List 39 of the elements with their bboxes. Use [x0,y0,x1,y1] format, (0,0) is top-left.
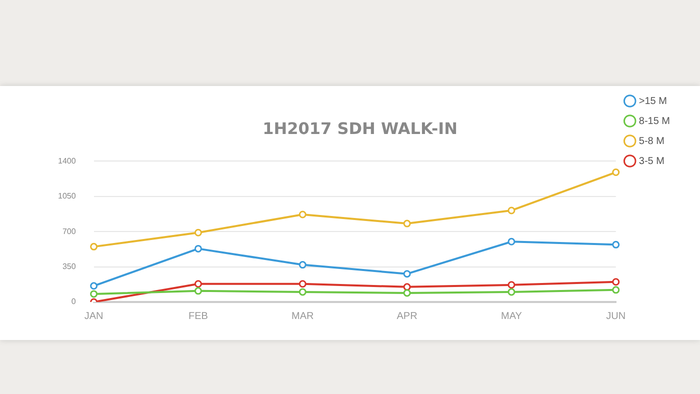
point [612,286,620,294]
point [194,287,202,295]
point [403,270,411,278]
point [194,280,202,288]
x-tick-label: JAN [84,310,104,322]
legend-label: 3-5 M [638,156,664,167]
point [508,206,516,214]
point [194,244,202,252]
point [298,280,306,288]
x-tick-label: MAR [292,310,314,322]
y-tick-label: 350 [62,262,76,272]
point [612,278,620,286]
x-tick-label: FEB [188,310,208,322]
x-tick-label: APR [396,310,418,322]
point [403,283,411,291]
point [298,261,306,269]
legend-label: >15 M [638,96,667,107]
point [508,281,516,289]
x-tick-label: MAY [500,310,522,322]
y-tick-label: 1050 [58,192,76,201]
y-tick-label: 700 [62,226,76,236]
point [612,240,620,248]
point [194,228,202,236]
point [508,288,516,296]
point [90,242,98,250]
point [298,288,306,296]
point [403,289,411,297]
point [90,282,98,290]
y-tick-label: 0 [71,297,76,306]
legend-label: 8-15 M [638,116,670,127]
point [403,220,411,228]
point [508,238,516,246]
point [298,210,306,218]
x-tick-label: JUN [606,310,626,322]
chart-title: 1H2017 SDH WALK-IN [262,118,458,138]
point [90,290,98,298]
legend-label: 5-8 M [638,136,664,147]
y-tick-label: 1400 [58,156,76,166]
point [612,168,620,176]
